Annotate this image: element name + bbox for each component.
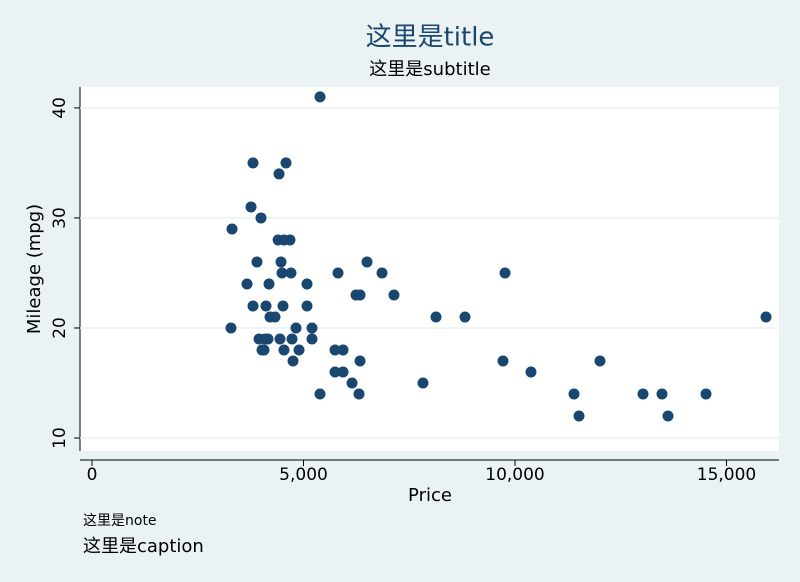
point [337,344,349,356]
point [301,278,313,290]
point [314,388,326,400]
point [314,91,326,103]
point [278,344,290,356]
point [656,388,668,400]
point [276,267,288,279]
y-tick-label: 40 [50,97,70,119]
point [329,366,341,378]
point [594,355,606,367]
x-tick-label: 5,000 [279,465,328,485]
point [286,333,298,345]
point [573,410,585,422]
point [255,212,267,224]
note: 这里是note [83,512,157,529]
point [301,300,313,312]
point [525,366,537,378]
point [430,311,442,323]
point [251,256,263,268]
point [274,333,286,345]
plot-area [80,87,779,451]
point [417,377,429,389]
point [262,333,274,345]
point [662,410,674,422]
chart-subtitle: 这里是subtitle [369,59,490,80]
point [637,388,649,400]
point [346,377,358,389]
point [226,223,238,235]
point [277,300,289,312]
y-axis-label: Mileage (mpg) [24,204,45,334]
point [290,322,302,334]
point [568,388,580,400]
caption: 这里是caption [83,536,204,557]
point [241,278,253,290]
point [332,267,344,279]
point [306,322,318,334]
point [700,388,712,400]
point [273,168,285,180]
point [245,201,257,213]
point [459,311,471,323]
point [258,344,270,356]
point [247,157,259,169]
point [361,256,373,268]
x-tick-label: 10,000 [485,465,544,485]
point [306,333,318,345]
point [353,388,365,400]
point [247,300,259,312]
point [376,267,388,279]
x-tick-label: 15,000 [697,465,756,485]
point [497,355,509,367]
point [275,256,287,268]
point [499,267,511,279]
point [337,366,349,378]
point [354,289,366,301]
point [293,344,305,356]
y-tick-label: 30 [50,207,70,229]
point [354,355,366,367]
point [287,355,299,367]
chart-title: 这里是title [366,23,495,53]
x-axis-label: Price [408,485,452,506]
point [225,322,237,334]
x-tick-label: 0 [87,465,98,485]
point [269,311,281,323]
y-tick-label: 20 [50,317,70,339]
point [260,300,272,312]
point [280,157,292,169]
point [263,278,275,290]
point [388,289,400,301]
y-tick-label: 10 [50,427,70,449]
point [285,267,297,279]
point [760,311,772,323]
point [329,344,341,356]
point [284,234,296,246]
